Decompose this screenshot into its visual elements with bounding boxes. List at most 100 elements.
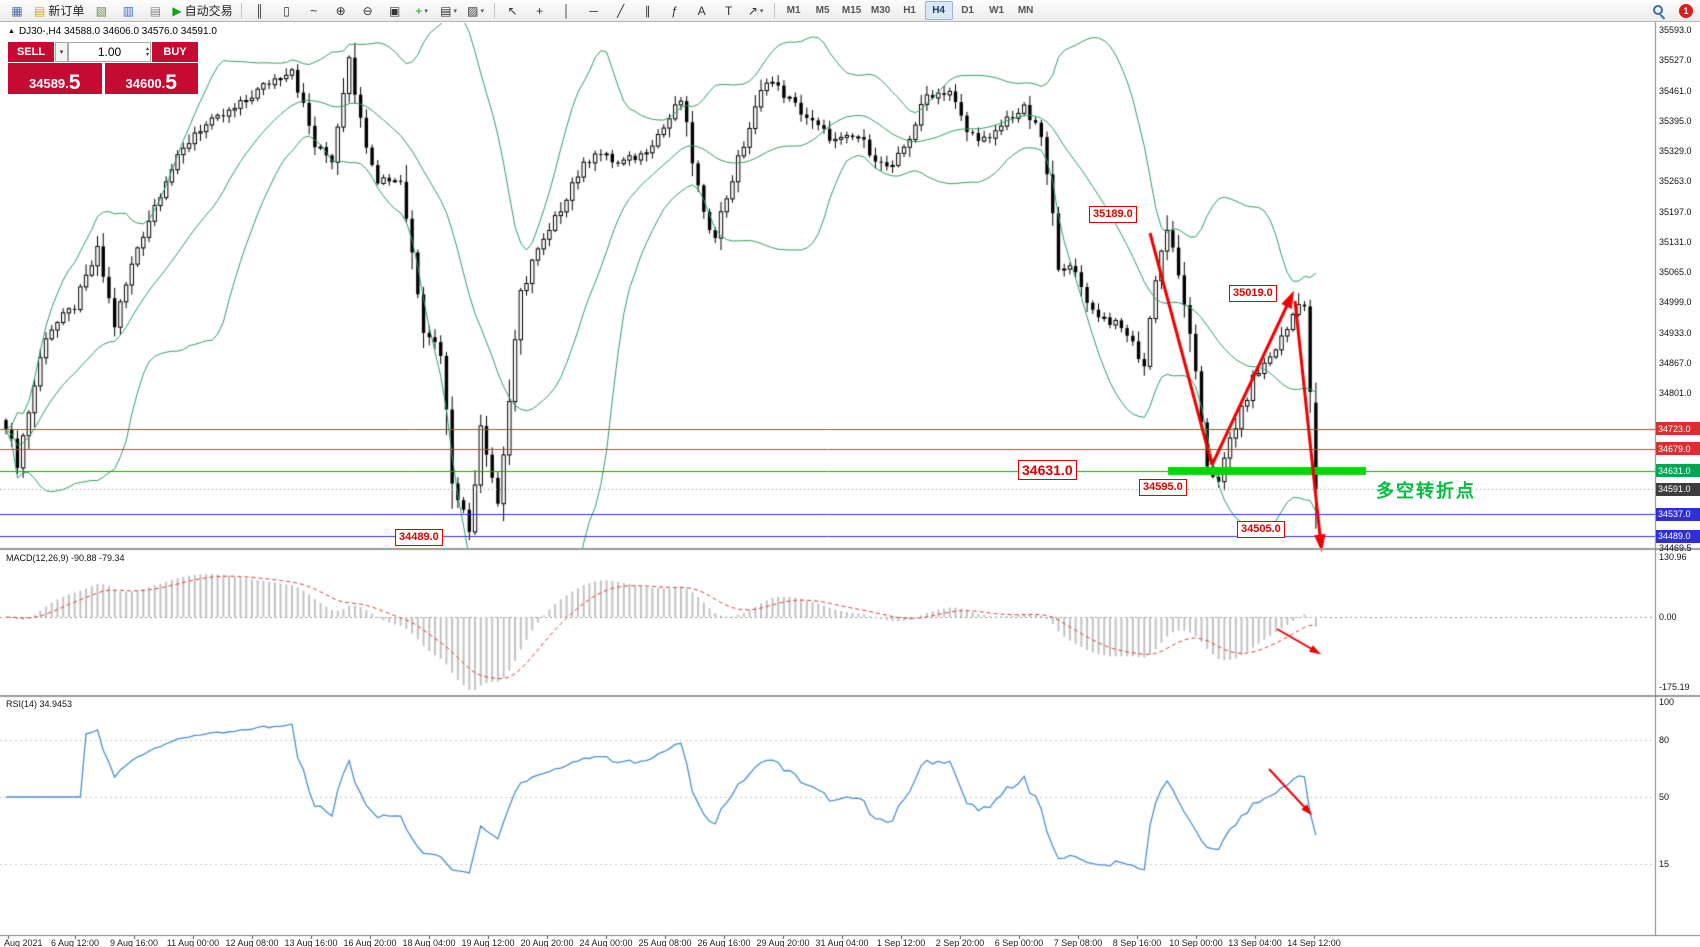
time-axis-label: 13 Sep 04:00 <box>1228 938 1282 947</box>
price-annotation-label[interactable]: 35189.0 <box>1089 206 1137 223</box>
horizontal-line-button[interactable]: ─ <box>581 2 607 20</box>
price-annotation-label[interactable]: 34489.0 <box>395 529 443 546</box>
buy-price[interactable]: 34600. 5 <box>104 63 198 94</box>
price-annotation-label[interactable]: 34595.0 <box>1139 479 1187 496</box>
channel-button[interactable]: ∥ <box>635 2 661 20</box>
time-axis-label: 26 Aug 16:00 <box>697 938 751 947</box>
templates-icon: ▨ <box>467 3 479 18</box>
time-axis-label: 8 Sep 16:00 <box>1112 938 1162 947</box>
time-axis-label: 19 Aug 12:00 <box>461 938 515 947</box>
rsi-axis-tick: 80 <box>1659 735 1670 745</box>
price-axis-tick: 35527.0 <box>1659 55 1692 66</box>
timeframe-h4[interactable]: H4 <box>924 1 953 20</box>
rsi-axis-tick: 100 <box>1659 697 1675 707</box>
rsi-axis-tick: 50 <box>1659 792 1670 802</box>
price-annotation-label[interactable]: 35019.0 <box>1229 285 1277 302</box>
buy-button[interactable]: BUY <box>152 42 198 62</box>
price-axis-tick: 35263.0 <box>1659 176 1692 187</box>
timeframe-m15[interactable]: M15 <box>841 5 862 16</box>
autotrading-button[interactable]: ▶ 自动交易 <box>169 2 235 20</box>
label-button[interactable]: T <box>716 2 742 20</box>
search-icon <box>1652 4 1666 18</box>
navigator-button[interactable]: ▤ <box>142 2 168 20</box>
label-icon: T <box>724 3 733 18</box>
tile-windows-icon: ▣ <box>388 3 401 18</box>
chart-window-button[interactable]: ▧ <box>88 2 114 20</box>
price-annotation-label[interactable]: 34631.0 <box>1018 460 1077 480</box>
line-chart-button[interactable]: ~ <box>301 2 327 20</box>
periods-icon: ▤ <box>440 3 452 18</box>
zoom-in-button[interactable]: ⊕ <box>328 2 354 20</box>
autotrading-button: ▶ <box>172 3 182 18</box>
stepper-down-icon[interactable]: ▾ <box>145 52 149 58</box>
price-axis-tick: 35593.0 <box>1659 25 1692 35</box>
text-button[interactable]: A <box>689 2 715 20</box>
toolbar-separator <box>773 3 775 18</box>
stepper-up-icon[interactable]: ▴ <box>145 46 149 52</box>
time-axis-label: 6 Aug 12:00 <box>50 938 100 947</box>
chevron-down-icon: ▾ <box>59 49 64 56</box>
candlestick-chart-button[interactable]: ▯ <box>274 2 300 20</box>
time-axis-label: 6 Sep 00:00 <box>994 938 1044 947</box>
crosshair-icon: + <box>536 3 544 18</box>
price-axis-tick: 35065.0 <box>1659 267 1692 278</box>
price-annotation-label[interactable]: 34505.0 <box>1237 521 1285 538</box>
macd-axis-tick: 0.00 <box>1659 612 1677 622</box>
timeframe-h1[interactable]: H1 <box>903 5 916 16</box>
dropdown-arrow-icon: ▾ <box>453 7 458 15</box>
price-axis-tag: 34537.0 <box>1656 507 1700 521</box>
timeframe-d1[interactable]: D1 <box>961 5 974 16</box>
time-axis-label: 9 Aug 16:00 <box>109 938 159 947</box>
volume-value: 1.00 <box>97 45 122 59</box>
tile-windows-button[interactable]: ▣ <box>382 2 408 20</box>
time-axis-label: 16 Aug 20:00 <box>343 938 397 947</box>
timeframe-m1[interactable]: M1 <box>786 5 801 16</box>
turning-point-label[interactable]: 多空转折点 <box>1376 481 1476 501</box>
arrow-objects-button[interactable]: ↗ ▾ <box>743 2 769 20</box>
candlestick-chart-icon: ▯ <box>283 3 290 18</box>
timeframe-m5[interactable]: M5 <box>815 5 830 16</box>
chart-ohlc-label: ▲ DJ30-,H4 34588.0 34606.0 34576.0 34591… <box>8 26 217 37</box>
trendline-icon: ╱ <box>616 3 625 18</box>
line-chart-icon: ~ <box>310 3 318 18</box>
trade-panel-prices: 34589. 5 34600. 5 <box>8 63 198 94</box>
sell-price[interactable]: 34589. 5 <box>8 63 102 94</box>
volume-preset-dropdown[interactable]: ▾ <box>55 42 68 62</box>
notification-badge[interactable]: 1 <box>1679 3 1693 18</box>
timeframe-mn[interactable]: MN <box>1017 5 1034 16</box>
zoom-out-button[interactable]: ⊖ <box>355 2 381 20</box>
volume-stepper[interactable]: ▴ ▾ <box>146 43 149 61</box>
zoom-in-icon: ⊕ <box>335 3 346 18</box>
fibonacci-button[interactable]: ƒ <box>662 2 688 20</box>
vertical-line-button[interactable]: │ <box>554 2 580 20</box>
price-axis-tick: 35197.0 <box>1659 206 1692 217</box>
templates-button[interactable]: ▨ ▾ <box>463 2 489 20</box>
price-axis-tick: 35131.0 <box>1659 236 1692 247</box>
indicators-button[interactable]: + ▾ <box>409 2 435 20</box>
autotrading-button-label: 自动交易 <box>184 4 233 18</box>
crosshair-button[interactable]: + <box>527 2 553 20</box>
price-axis-tick: 35461.0 <box>1659 85 1692 96</box>
periods-button[interactable]: ▤ ▾ <box>436 2 462 20</box>
bar-chart-button[interactable]: ║ <box>247 2 273 20</box>
sell-button[interactable]: SELL <box>8 42 54 62</box>
trendline-button[interactable]: ╱ <box>608 2 634 20</box>
market-watch-icon: ▥ <box>122 3 135 18</box>
indicators-icon: + <box>415 3 423 18</box>
price-axis-tag: 34591.0 <box>1656 482 1700 496</box>
market-watch-button[interactable]: ▥ <box>115 2 141 20</box>
search-button[interactable] <box>1646 2 1672 20</box>
macd-axis-tick: 130.96 <box>1659 552 1687 562</box>
volume-input[interactable]: 1.00 ▴ ▾ <box>68 42 151 62</box>
timeframe-m30[interactable]: M30 <box>870 5 891 16</box>
toolbar-separator <box>240 3 242 18</box>
new-chart-button[interactable]: ▦ <box>4 2 30 20</box>
macd-axis-tick: -175.19 <box>1659 682 1690 692</box>
price-axis-tick: 34867.0 <box>1659 357 1692 368</box>
cursor-button[interactable]: ↖ <box>500 2 526 20</box>
new-order-button[interactable]: ▤ 新订单 <box>31 2 87 20</box>
macd-label: MACD(12,26,9) -90.88 -79.34 <box>6 553 125 563</box>
price-axis-tick: 34469.5 <box>1659 543 1692 553</box>
timeframe-w1[interactable]: W1 <box>989 5 1005 16</box>
